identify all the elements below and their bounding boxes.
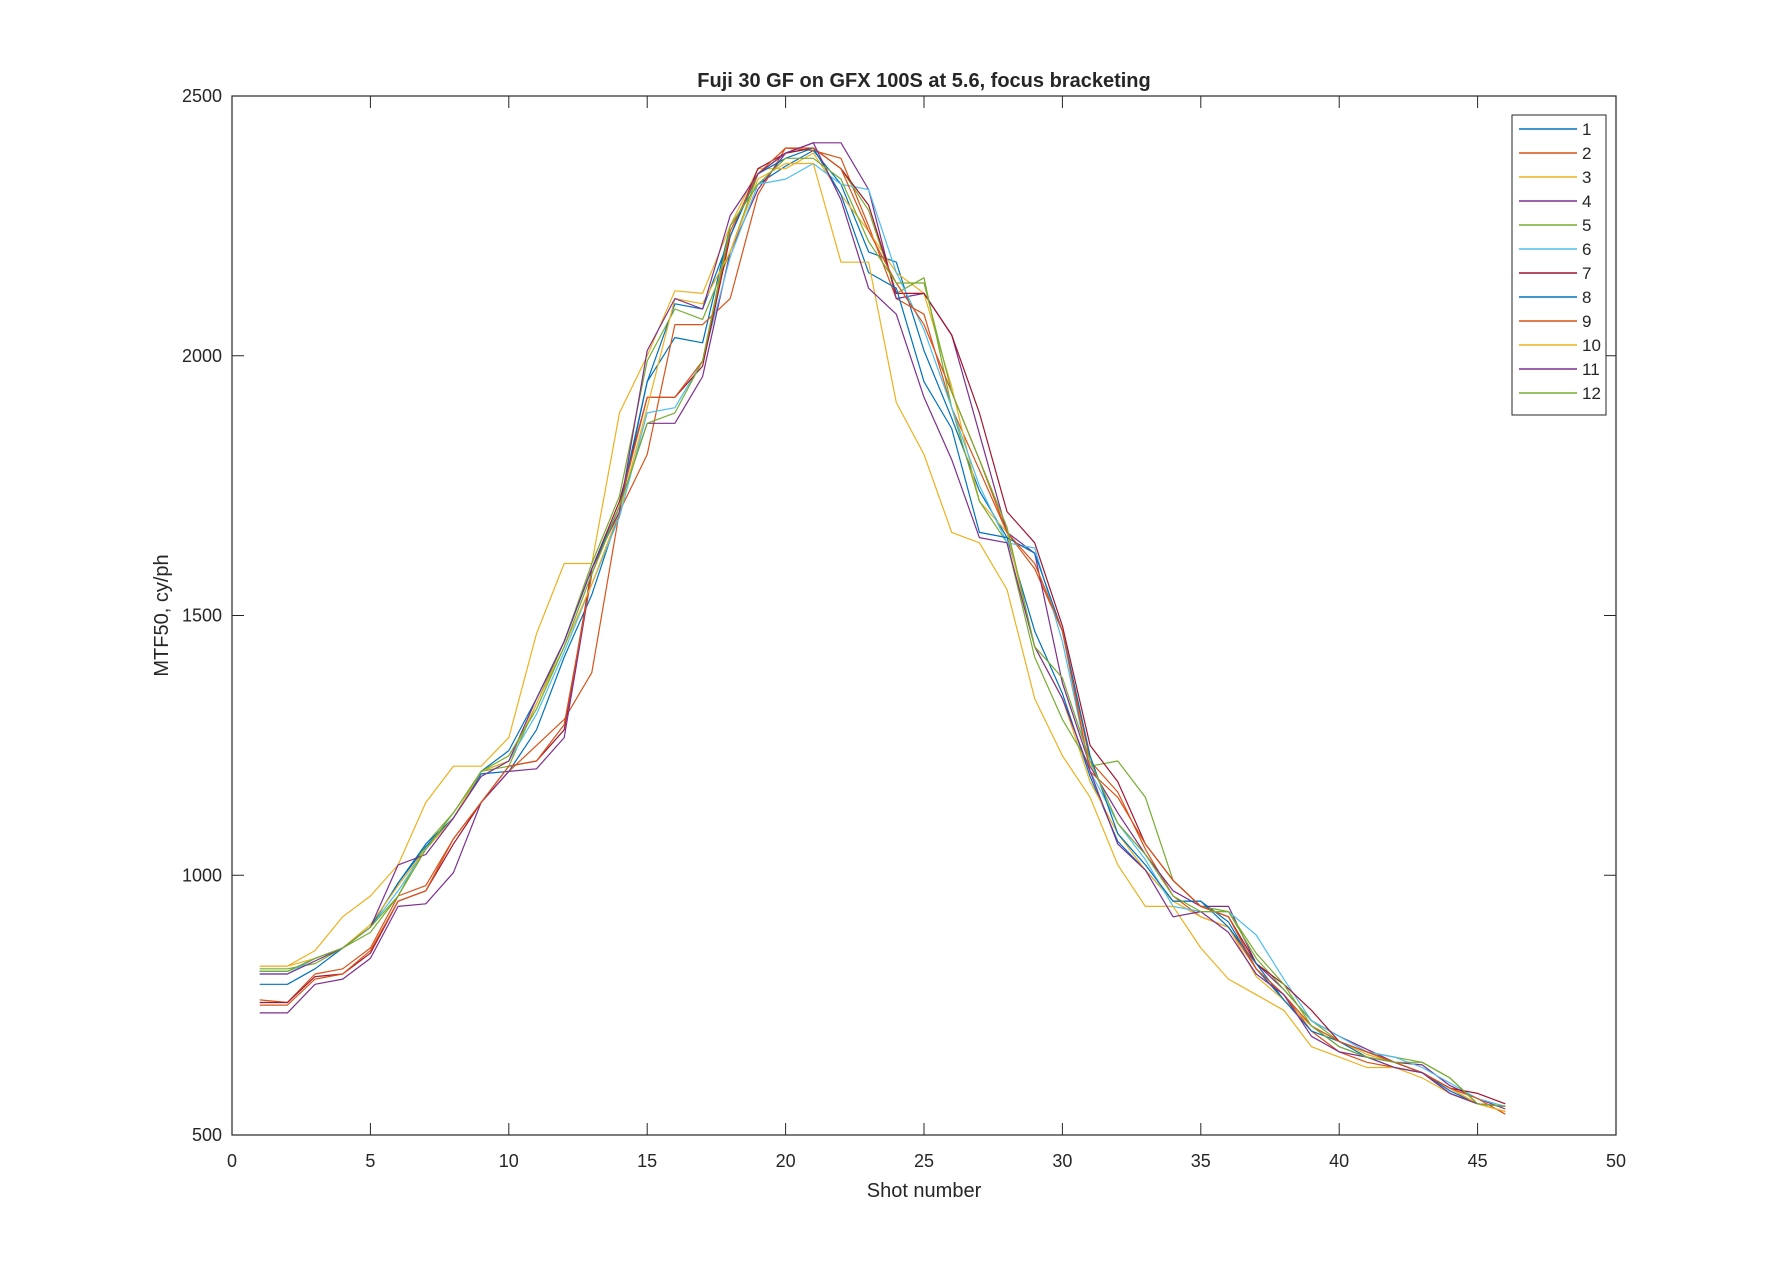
legend-label-2: 2 bbox=[1582, 144, 1591, 163]
y-tick-label: 500 bbox=[192, 1125, 222, 1145]
x-tick-label: 15 bbox=[637, 1151, 657, 1171]
legend-label-9: 9 bbox=[1582, 312, 1591, 331]
y-axis-label: MTF50, cy/ph bbox=[151, 554, 173, 676]
x-tick-label: 45 bbox=[1468, 1151, 1488, 1171]
x-tick-label: 20 bbox=[776, 1151, 796, 1171]
x-tick-label: 25 bbox=[914, 1151, 934, 1171]
x-tick-label: 5 bbox=[365, 1151, 375, 1171]
chart-title: Fuji 30 GF on GFX 100S at 5.6, focus bra… bbox=[697, 70, 1150, 92]
series-line-7 bbox=[259, 147, 1506, 1105]
series-line-11 bbox=[259, 142, 1506, 1107]
series-line-9 bbox=[259, 147, 1506, 1115]
legend-label-1: 1 bbox=[1582, 120, 1591, 139]
legend-label-7: 7 bbox=[1582, 264, 1591, 283]
legend-label-10: 10 bbox=[1582, 336, 1601, 355]
x-tick-label: 0 bbox=[227, 1151, 237, 1171]
x-tick-label: 40 bbox=[1329, 1151, 1349, 1171]
series-line-10 bbox=[259, 162, 1506, 1113]
x-tick-label: 50 bbox=[1606, 1151, 1626, 1171]
legend-box bbox=[1511, 114, 1607, 416]
x-axis-label: Shot number bbox=[867, 1180, 982, 1202]
y-tick-label: 2000 bbox=[182, 346, 222, 366]
legend-label-8: 8 bbox=[1582, 288, 1591, 307]
y-tick-label: 2500 bbox=[182, 86, 222, 106]
y-tick-label: 1000 bbox=[182, 865, 222, 885]
legend-label-6: 6 bbox=[1582, 240, 1591, 259]
legend-label-5: 5 bbox=[1582, 216, 1591, 235]
legend-label-3: 3 bbox=[1582, 168, 1591, 187]
legend-label-4: 4 bbox=[1582, 192, 1591, 211]
x-tick-label: 30 bbox=[1052, 1151, 1072, 1171]
legend-label-11: 11 bbox=[1582, 360, 1600, 379]
axes-box bbox=[231, 95, 1617, 1136]
y-tick-label: 1500 bbox=[182, 606, 222, 626]
x-tick-label: 35 bbox=[1191, 1151, 1211, 1171]
x-tick-label: 10 bbox=[499, 1151, 519, 1171]
series-line-12 bbox=[259, 157, 1506, 1107]
legend-label-12: 12 bbox=[1582, 384, 1601, 403]
plot-area: 0 5 10 15 20 25 30 35 40 45 5050010001500200025001… bbox=[182, 86, 1626, 1171]
